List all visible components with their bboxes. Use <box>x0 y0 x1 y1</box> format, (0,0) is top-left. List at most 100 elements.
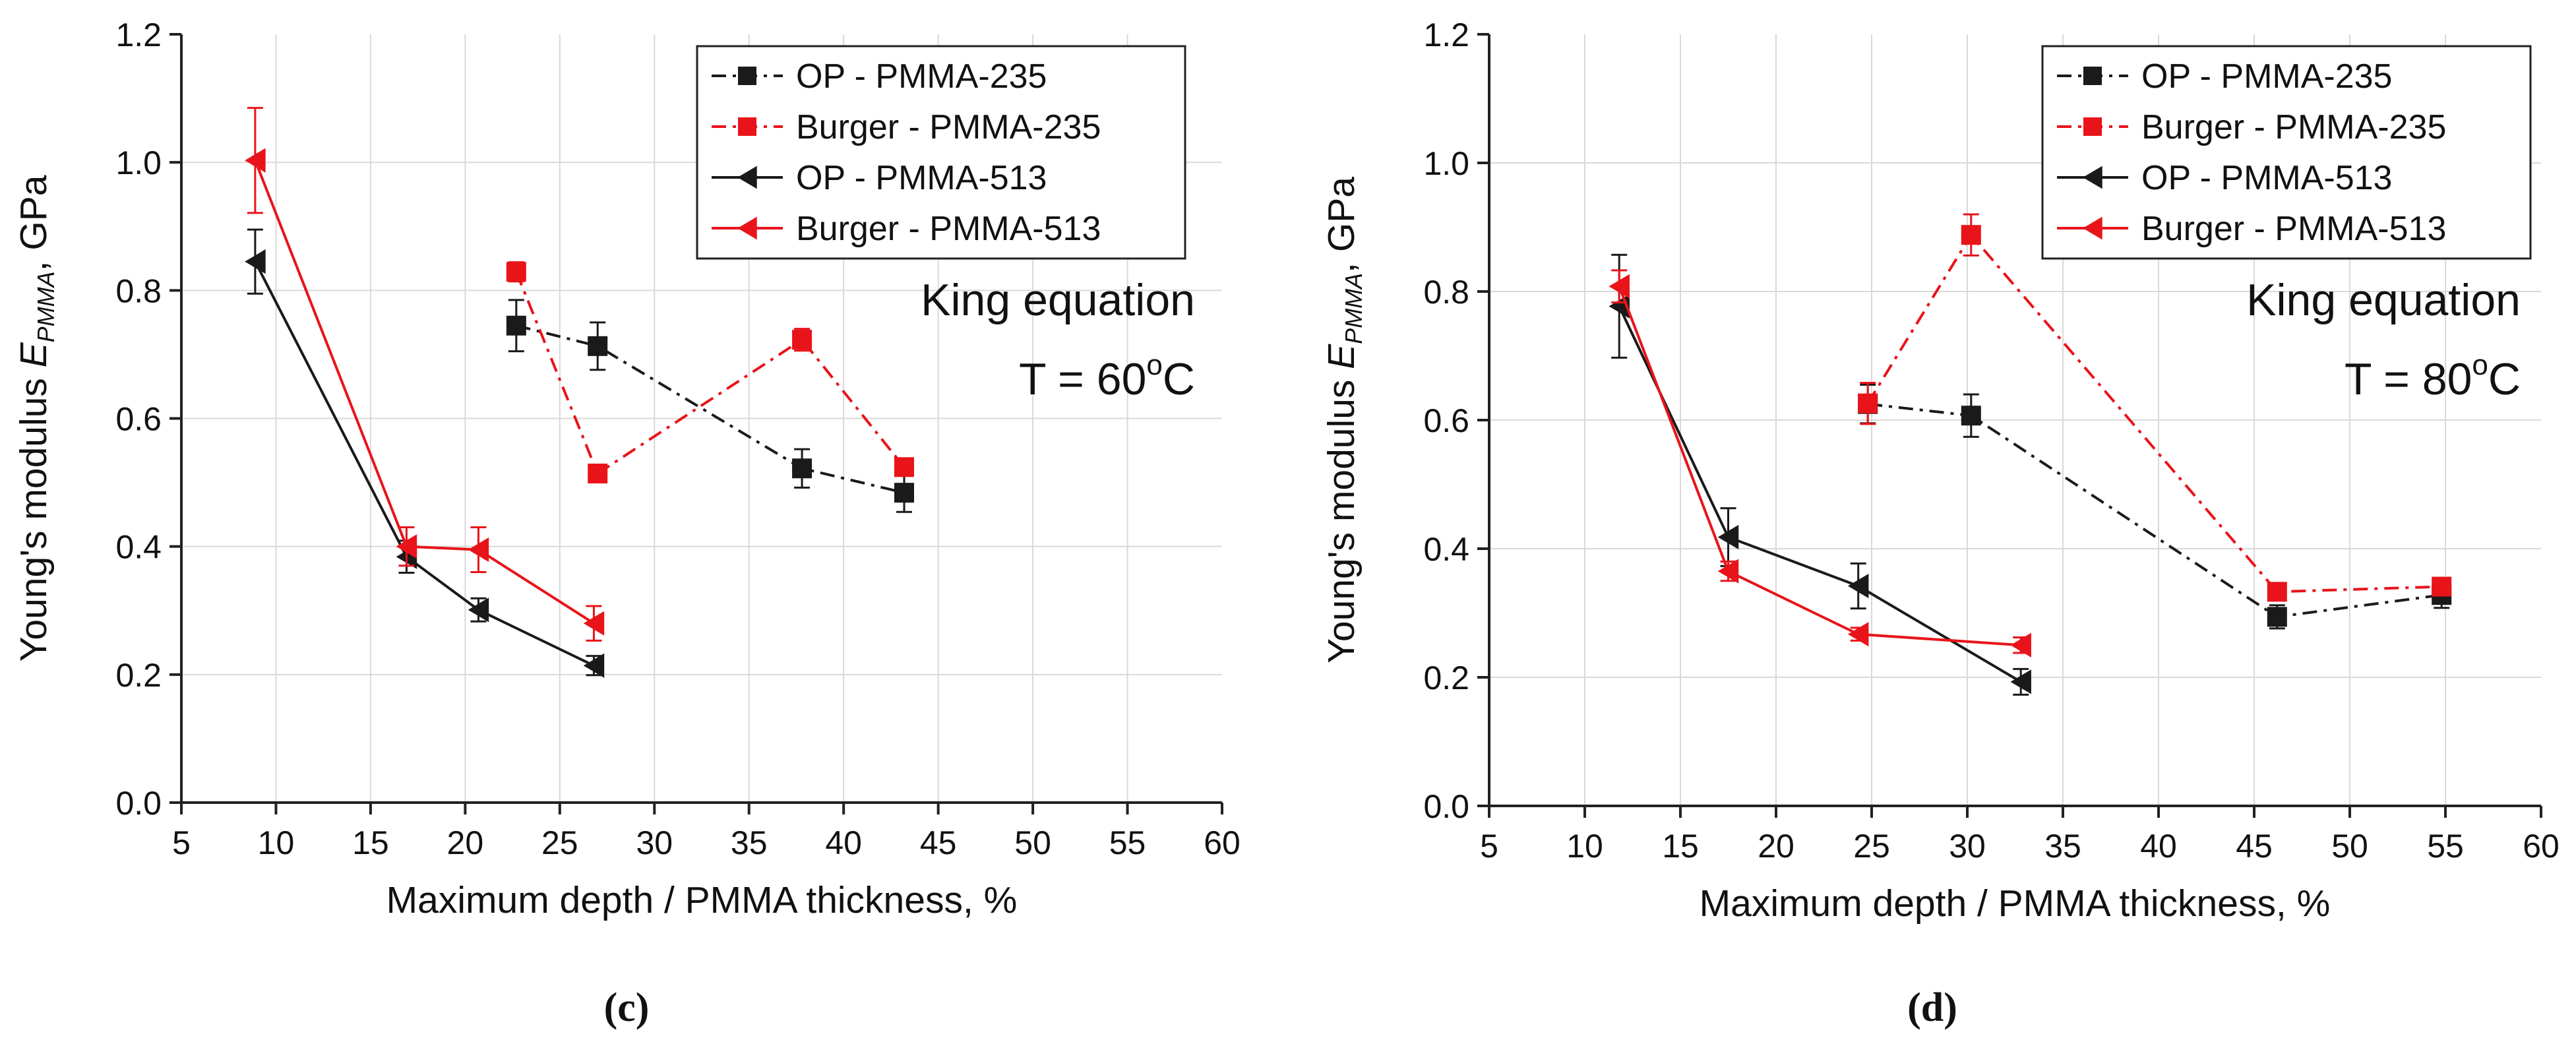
series-op-pmma-513 <box>245 228 605 678</box>
x-tick-label: 45 <box>2236 828 2273 865</box>
legend-marker <box>738 67 756 85</box>
x-axis-title: Maximum depth / PMMA thickness, % <box>386 879 1018 921</box>
data-point <box>506 315 526 336</box>
annotation-unit: C <box>1163 354 1195 404</box>
x-tick-label: 5 <box>1480 828 1498 865</box>
series-line <box>1867 402 2442 619</box>
series-line <box>516 324 905 495</box>
data-point <box>792 330 813 350</box>
y-axis-title-prefix: Young's modulus <box>1320 369 1363 663</box>
series-op-pmma-235 <box>1858 383 2452 630</box>
x-tick-label: 60 <box>2523 828 2560 865</box>
y-tick-label: 0.4 <box>1423 531 1469 568</box>
y-axis-title-prefix: Young's modulus <box>13 367 55 661</box>
y-tick-label: 1.2 <box>1423 16 1469 53</box>
y-axis-title-suffix: , GPa <box>13 175 55 271</box>
legend: OP - PMMA-235 Burger - PMMA-235 OP - PMMA-… <box>696 45 1186 260</box>
legend-label: Burger - PMMA-513 <box>796 210 1101 248</box>
y-tick-label: 0.8 <box>1423 274 1469 311</box>
legend-label: OP - PMMA-235 <box>2141 57 2392 96</box>
chart-panel-c: 5 10 15 20 25 30 35 40 45 50 55 60 0.0 0.2 0.4 0.6 0.8 1.… <box>13 16 1241 1030</box>
x-tick-label: 55 <box>1109 824 1146 861</box>
series-line <box>1618 305 2022 683</box>
x-tick-label: 15 <box>1662 828 1699 865</box>
y-axis-title-suffix: , GPa <box>1320 177 1363 273</box>
y-tick-label: 1.0 <box>1423 145 1469 182</box>
data-point <box>1961 225 1981 245</box>
data-point <box>583 653 605 678</box>
data-point <box>894 483 914 503</box>
data-point <box>1847 622 1869 647</box>
annotation-temperature-value: T = 60 <box>1019 354 1146 404</box>
series-burger-pmma-235 <box>1858 213 2452 602</box>
x-tick-label: 50 <box>1014 824 1051 861</box>
x-tick-label: 45 <box>920 824 957 861</box>
data-point <box>245 148 266 173</box>
x-tick-label: 55 <box>2427 828 2464 865</box>
y-tick-label: 0.6 <box>115 401 162 438</box>
legend-label: OP - PMMA-235 <box>796 57 1047 96</box>
data-point <box>2267 582 2287 602</box>
data-point <box>468 537 489 563</box>
series-burger-pmma-513 <box>245 107 605 642</box>
series-line <box>1618 286 2021 647</box>
x-tick-label: 10 <box>258 824 295 861</box>
x-tick-label: 50 <box>2331 828 2368 865</box>
legend-label: Burger - PMMA-235 <box>796 108 1101 146</box>
data-point <box>792 458 813 479</box>
x-tick-label: 25 <box>1853 828 1890 865</box>
y-axis-title-symbol: E <box>13 342 55 367</box>
y-tick-label: 1.0 <box>115 144 162 181</box>
data-point <box>1717 559 1739 584</box>
y-axis-title: Young's modulus EPMMA, GPa <box>1320 177 1367 663</box>
x-tick-label: 35 <box>2044 828 2081 865</box>
chart-panel-d: 5 10 15 20 25 30 35 40 45 50 55 60 0.0 0.2 0.4 0.6 0.8 1.… <box>1320 16 2560 1030</box>
data-point <box>588 463 608 483</box>
legend-marker <box>2083 166 2102 189</box>
x-tick-label: 10 <box>1566 828 1603 865</box>
data-point <box>1847 573 1869 599</box>
y-axis-title: Young's modulus EPMMA, GPa <box>13 175 59 661</box>
x-tick-label: 25 <box>541 824 578 861</box>
y-tick-label: 0.0 <box>115 785 162 822</box>
data-point <box>396 534 417 559</box>
legend-marker <box>2083 67 2102 85</box>
series-op-pmma-235 <box>506 299 914 513</box>
series-line <box>514 271 905 475</box>
annotation-degree: o <box>2472 349 2488 381</box>
annotation-king-equation: King equation <box>921 275 1195 325</box>
data-point <box>2010 669 2031 694</box>
x-tick-label: 60 <box>1204 824 1241 861</box>
x-tick-label: 40 <box>2140 828 2177 865</box>
x-tick-label: 35 <box>731 824 768 861</box>
series-line <box>1866 232 2442 594</box>
annotation-temperature: T = 80oC <box>2345 349 2521 404</box>
annotation-degree: o <box>1146 349 1162 381</box>
data-point <box>1858 393 1878 414</box>
annotation-temperature-value: T = 80 <box>2345 354 2472 404</box>
legend-label: OP - PMMA-513 <box>2141 159 2392 197</box>
data-point <box>2432 576 2452 597</box>
x-tick-label: 15 <box>352 824 389 861</box>
annotation-king-equation: King equation <box>2246 275 2521 325</box>
legend-marker <box>737 166 757 189</box>
data-point <box>583 611 605 636</box>
legend-label: OP - PMMA-513 <box>796 159 1047 197</box>
x-axis-title: Maximum depth / PMMA thickness, % <box>1700 882 2331 925</box>
y-tick-label: 0.0 <box>1423 788 1469 825</box>
x-tick-label: 30 <box>1949 828 1986 865</box>
x-tick-label: 20 <box>1758 828 1794 865</box>
annotation-temperature: T = 60oC <box>1019 349 1195 404</box>
y-tick-label: 0.4 <box>115 529 162 566</box>
y-tick-label: 0.2 <box>115 657 162 694</box>
data-point <box>2267 607 2287 627</box>
x-tick-label: 5 <box>172 824 191 861</box>
panel-label: (d) <box>1907 985 1957 1030</box>
legend: OP - PMMA-235 Burger - PMMA-235 OP - PMMA-… <box>2041 45 2532 260</box>
legend-label: Burger - PMMA-235 <box>2141 108 2446 146</box>
legend-box <box>696 45 1186 260</box>
x-tick-label: 20 <box>447 824 484 861</box>
x-tick-label: 30 <box>636 824 673 861</box>
series-burger-pmma-235 <box>506 261 914 483</box>
